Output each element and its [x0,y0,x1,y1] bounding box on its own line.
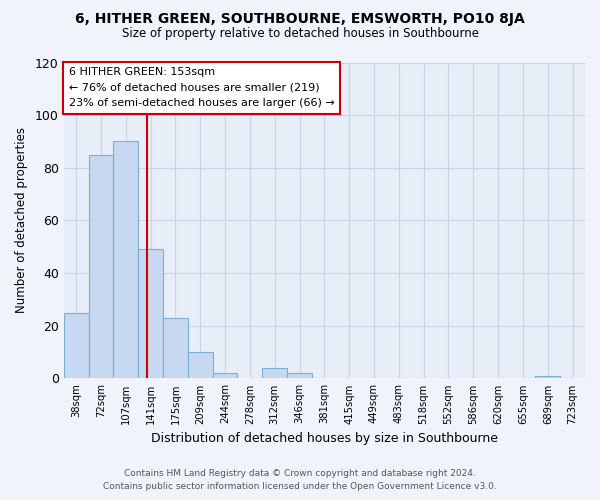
Text: Contains HM Land Registry data © Crown copyright and database right 2024.
Contai: Contains HM Land Registry data © Crown c… [103,470,497,491]
Text: 6 HITHER GREEN: 153sqm
← 76% of detached houses are smaller (219)
23% of semi-de: 6 HITHER GREEN: 153sqm ← 76% of detached… [69,67,335,108]
Bar [113,142,138,378]
Bar [138,250,163,378]
Bar [262,368,287,378]
Bar [64,312,89,378]
Y-axis label: Number of detached properties: Number of detached properties [15,128,28,314]
Bar [212,373,238,378]
Text: 6, HITHER GREEN, SOUTHBOURNE, EMSWORTH, PO10 8JA: 6, HITHER GREEN, SOUTHBOURNE, EMSWORTH, … [75,12,525,26]
Bar [163,318,188,378]
Bar [89,154,113,378]
Bar [287,373,312,378]
Bar [188,352,212,378]
Text: Size of property relative to detached houses in Southbourne: Size of property relative to detached ho… [121,28,479,40]
Bar [535,376,560,378]
X-axis label: Distribution of detached houses by size in Southbourne: Distribution of detached houses by size … [151,432,498,445]
